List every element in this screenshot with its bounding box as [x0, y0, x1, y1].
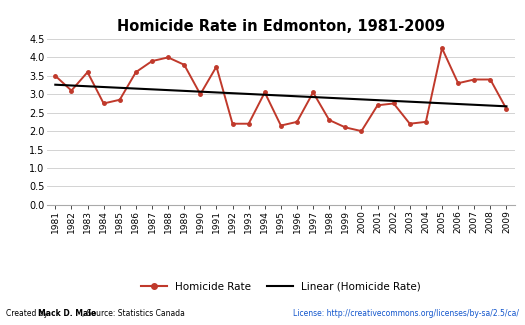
- Text: Created by: Created by: [6, 309, 51, 318]
- Text: License: http://creativecommons.org/licenses/by-sa/2.5/ca/: License: http://creativecommons.org/lice…: [293, 309, 519, 318]
- Title: Homicide Rate in Edmonton, 1981-2009: Homicide Rate in Edmonton, 1981-2009: [117, 19, 445, 34]
- Text: , Source: Statistics Canada: , Source: Statistics Canada: [82, 309, 185, 318]
- Text: Mack D. Male: Mack D. Male: [38, 309, 96, 318]
- Legend: Homicide Rate, Linear (Homicide Rate): Homicide Rate, Linear (Homicide Rate): [136, 277, 425, 296]
